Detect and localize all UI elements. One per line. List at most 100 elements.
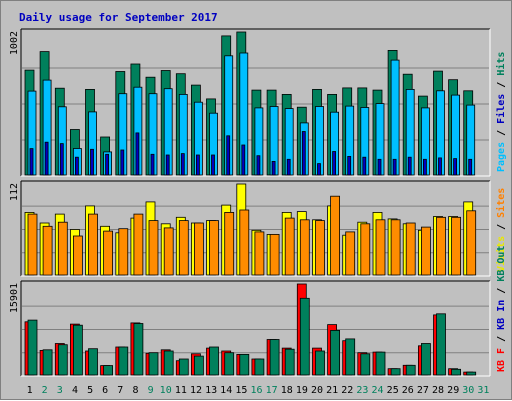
x-tick-label-17: 17 — [266, 385, 278, 396]
legend-entry: / — [496, 218, 507, 236]
bar-sites-day-3 — [57, 221, 68, 276]
x-tick-label-21: 21 — [326, 385, 338, 396]
bar-sites-day-12 — [193, 222, 204, 276]
legend-entry: / — [496, 124, 507, 142]
bar-sites-day-5 — [88, 213, 98, 276]
x-tick-label-11: 11 — [175, 385, 187, 396]
bar-sites-day-28 — [436, 216, 446, 276]
bar-pages-day-21 — [332, 151, 337, 176]
bar-sites-day-14 — [224, 211, 235, 276]
bar-sites-day-22 — [345, 231, 356, 276]
bar-sites-day-9 — [148, 220, 159, 276]
bar-pages-day-15 — [241, 144, 246, 176]
bar-pages-day-16 — [256, 155, 261, 176]
x-tick-label-15: 15 — [235, 385, 247, 396]
bar-sites-day-16 — [254, 231, 265, 276]
bar-sites-day-23 — [360, 223, 371, 276]
bar-pages-day-11 — [180, 153, 185, 176]
bar-kbout-day-1 — [27, 319, 38, 376]
bar-sites-day-13 — [209, 220, 219, 276]
legend-bottom: KB F / KB In / KB Out — [496, 246, 507, 372]
legend-entry: Sites — [495, 188, 507, 218]
x-tick-label-8: 8 — [132, 385, 138, 396]
legend-entry: Hits — [495, 52, 507, 76]
x-tick-label-10: 10 — [160, 385, 172, 396]
bar-pages-day-9 — [150, 153, 155, 176]
x-tick-label-16: 16 — [250, 385, 262, 396]
bar-pages-day-17 — [271, 160, 276, 176]
x-tick-label-20: 20 — [311, 385, 323, 396]
bar-sites-day-30 — [466, 210, 477, 276]
legend-mid: Visits / Sites — [495, 188, 507, 272]
bar-pages-day-3 — [59, 143, 64, 176]
bar-pages-day-1 — [29, 148, 34, 176]
chart-title: Daily usage for September 2017 — [19, 11, 218, 24]
x-tick-label-27: 27 — [417, 385, 429, 396]
bar-sites-day-6 — [103, 230, 113, 276]
bar-sites-day-26 — [405, 222, 416, 276]
bar-sites-day-11 — [178, 220, 189, 276]
bar-pages-day-6 — [105, 153, 109, 176]
legend-entry: KB In — [496, 300, 507, 330]
bar-sites-day-25 — [390, 219, 401, 276]
bar-sites-day-4 — [73, 235, 83, 276]
legend-entry: Visits — [495, 236, 507, 272]
bar-pages-day-14 — [226, 135, 231, 176]
x-tick-label-3: 3 — [57, 385, 63, 396]
bar-pages-day-28 — [438, 157, 442, 176]
x-tick-label-25: 25 — [387, 385, 399, 396]
bar-sites-day-1 — [27, 213, 38, 276]
bar-kbout-day-30 — [466, 371, 477, 376]
bar-kbout-day-17 — [269, 339, 280, 376]
bar-pages-day-10 — [165, 154, 170, 176]
x-tick-label-29: 29 — [447, 385, 459, 396]
bar-kbout-day-19 — [299, 297, 310, 376]
bar-sites-day-29 — [451, 216, 462, 276]
bar-sites-day-15 — [239, 209, 250, 276]
bar-sites-day-10 — [163, 227, 174, 276]
x-tick-label-23: 23 — [356, 385, 368, 396]
bar-pages-day-4 — [75, 156, 79, 176]
bar-kbout-day-27 — [420, 343, 431, 376]
bar-kbout-day-9 — [148, 352, 159, 376]
bar-sites-day-24 — [375, 219, 386, 276]
x-tick-label-2: 2 — [42, 385, 48, 396]
x-tick-label-24: 24 — [371, 385, 383, 396]
x-tick-label-30: 30 — [462, 385, 474, 396]
bar-kbout-day-7 — [118, 346, 129, 376]
bar-sites-day-7 — [118, 228, 129, 276]
bar-pages-day-26 — [407, 156, 412, 176]
bar-pages-day-12 — [195, 154, 200, 176]
bar-kbout-day-26 — [405, 364, 416, 376]
bar-kbout-day-16 — [254, 358, 265, 376]
x-tick-label-9: 9 — [148, 385, 154, 396]
bar-kbout-day-22 — [345, 338, 356, 376]
bar-kbout-day-25 — [390, 368, 401, 376]
x-tick-label-18: 18 — [281, 385, 293, 396]
bar-kbout-day-2 — [42, 349, 53, 376]
bar-kbout-day-24 — [375, 351, 386, 376]
bar-pages-day-8 — [135, 132, 140, 176]
x-tick-label-4: 4 — [72, 385, 78, 396]
x-tick-label-22: 22 — [341, 385, 353, 396]
bar-sites-day-21 — [330, 195, 341, 276]
bar-sites-day-18 — [284, 217, 295, 276]
bar-kbout-day-28 — [436, 313, 446, 376]
legend-entry: / — [496, 76, 507, 94]
bar-pages-day-30 — [468, 158, 473, 176]
bar-pages-day-22 — [347, 155, 352, 176]
bar-sites-day-20 — [315, 220, 325, 276]
bar-sites-day-27 — [420, 226, 431, 276]
x-tick-label-1: 1 — [27, 385, 33, 396]
x-tick-label-19: 19 — [296, 385, 308, 396]
bar-pages-day-24 — [377, 158, 382, 176]
bar-kbout-day-21 — [330, 329, 341, 376]
bar-kbout-day-20 — [315, 350, 325, 376]
x-tick-label-13: 13 — [205, 385, 217, 396]
bar-kbout-day-13 — [209, 346, 219, 376]
bar-kbout-day-10 — [163, 350, 174, 376]
bar-pages-day-29 — [453, 158, 458, 176]
ymax-label-top: 1002 — [9, 31, 20, 55]
